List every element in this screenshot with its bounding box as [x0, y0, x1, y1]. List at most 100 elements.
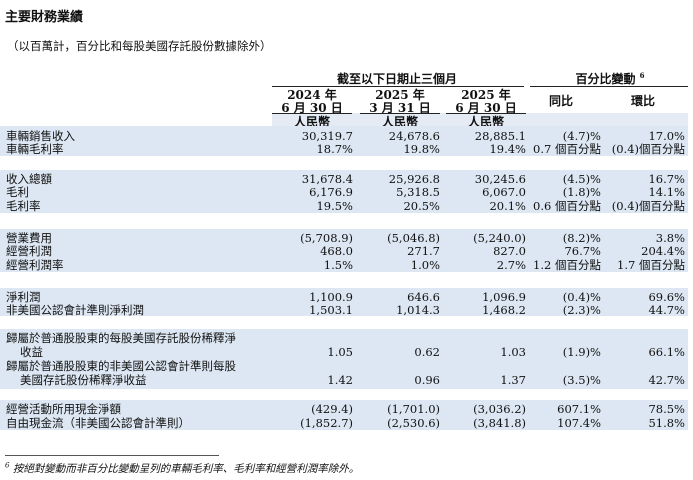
row-v2-value: 1.0%: [410, 258, 440, 272]
row-v1-value: (5,708.9): [300, 231, 353, 245]
row-v2-value: (1,701.0): [387, 402, 440, 416]
row-yoy-value: (0.4)%: [562, 290, 601, 304]
row-qoq-value: 51.8%: [648, 416, 685, 430]
page-title: 主要財務業績: [5, 10, 84, 25]
row-yoy-value: 0.7 個百分點: [533, 142, 601, 156]
row-v3-value: 1,096.9: [482, 290, 526, 304]
row-qoq-value: 1.7 個百分點: [617, 258, 685, 272]
row-yoy-value: (3.5)%: [562, 373, 601, 387]
header-change-group: 百分比變動 6: [540, 70, 680, 87]
row-v3-value: 1,468.2: [482, 303, 526, 317]
row-v2-value: 0.62: [414, 345, 440, 359]
row-yoy-value: (1.8)%: [562, 185, 601, 199]
row-qoq-value: 42.7%: [648, 373, 685, 387]
row-yoy-value: (1.9)%: [562, 345, 601, 359]
row-v3-value: 1.03: [500, 345, 526, 359]
header-period-group: 截至以下日期止三個月: [336, 72, 457, 86]
row-v3-value: 1.37: [500, 373, 526, 387]
footnote-text: 按絕對變動而非百分比變動呈列的車輛毛利率、毛利率和經營利潤率除外。: [12, 463, 360, 475]
header-qoq: 環比: [630, 94, 655, 108]
row-v1-value: (1,852.7): [300, 416, 353, 430]
row-qoq-value: 69.6%: [648, 290, 685, 304]
row-label: 車輛銷售收入: [6, 129, 75, 143]
row-v2-value: (5,046.8): [387, 231, 440, 245]
row-label: 營業費用: [6, 231, 52, 245]
row-v3-value: 19.4%: [489, 142, 526, 156]
header-col2-date: 3 月 31 日: [369, 101, 431, 115]
stripe-2: [0, 170, 688, 213]
row-v1-value: 30,319.7: [301, 129, 353, 143]
stripe-6: [0, 400, 688, 430]
row-label: 毛利率: [6, 199, 41, 213]
row-label: 經營利潤: [6, 244, 52, 258]
row-yoy-value: 76.7%: [564, 244, 601, 258]
row-label: 自由現金流（非美國公認會計準則）: [6, 416, 190, 430]
row-qoq-value: (0.4)個百分點: [611, 142, 685, 156]
header-col3-year: 2025 年: [461, 88, 511, 102]
footnote-marker: 6: [5, 461, 10, 470]
row-v2-value: 1,014.3: [396, 303, 440, 317]
header-col2-year: 2025 年: [375, 88, 425, 102]
row-v1-value: 468.0: [320, 244, 353, 258]
page-subtitle: （以百萬計，百分比和每股美國存託股份數據除外）: [7, 39, 272, 53]
stripe-5: [0, 329, 688, 389]
row-v2-value: 646.6: [407, 290, 440, 304]
row-label: 經營利潤率: [6, 258, 64, 272]
row-qoq-value: 14.1%: [648, 185, 685, 199]
row-yoy-value: 0.6 個百分點: [533, 199, 601, 213]
row-qoq-value: (0.4)個百分點: [611, 199, 685, 213]
row-label: 歸屬於普通股股東的非美國公認會計準則每股: [6, 359, 236, 373]
row-label: 非美國公認會計準則淨利潤: [6, 303, 144, 317]
row-v2-value: 25,926.8: [388, 172, 440, 186]
row-yoy-value: 1.2 個百分點: [533, 258, 601, 272]
row-label: 歸屬於普通股股東的每股美國存託股份稀釋淨: [6, 331, 236, 345]
row-qoq-value: 78.5%: [648, 402, 685, 416]
row-yoy-value: 107.4%: [557, 416, 601, 430]
header-yoy: 同比: [548, 94, 573, 108]
row-qoq-value: 44.7%: [648, 303, 685, 317]
header-col1-year: 2024 年: [287, 88, 337, 102]
row-v3-value: (3,036.2): [473, 402, 526, 416]
row-yoy-value: (4.5)%: [562, 172, 601, 186]
row-v2-value: 271.7: [407, 244, 440, 258]
header-rule-left: [272, 86, 524, 87]
row-yoy-value: (4.7)%: [562, 129, 601, 143]
row-v3-value: 30,245.6: [474, 172, 526, 186]
row-v3-value: (5,240.0): [473, 231, 526, 245]
stripe-3: [0, 229, 688, 272]
stripe-4: [0, 288, 688, 316]
row-v1-value: 18.7%: [316, 142, 353, 156]
row-label: 毛利: [6, 185, 29, 199]
row-label-cont: 收益: [20, 345, 43, 359]
header-rule-right: [530, 86, 688, 87]
row-v2-value: (2,530.6): [387, 416, 440, 430]
row-v2-value: 19.8%: [403, 142, 440, 156]
row-yoy-value: (8.2)%: [562, 231, 601, 245]
header-col3-currency: 人民幣: [467, 115, 504, 129]
row-v2-value: 5,318.5: [396, 185, 440, 199]
row-qoq-value: 17.0%: [648, 129, 685, 143]
row-label: 經營活動所用現金淨額: [6, 402, 121, 416]
row-v3-value: 827.0: [493, 244, 526, 258]
header-col1-date: 6 月 30 日: [281, 101, 343, 115]
row-v3-value: 2.7%: [496, 258, 526, 272]
row-v2-value: 24,678.6: [388, 129, 440, 143]
row-v1-value: 1,503.1: [309, 303, 353, 317]
row-v1-value: 1,100.9: [309, 290, 353, 304]
row-label: 淨利潤: [6, 290, 41, 304]
row-v3-value: 28,885.1: [474, 129, 526, 143]
currency-rule-2: [360, 113, 440, 114]
row-v3-value: 20.1%: [489, 199, 526, 213]
header-col2-currency: 人民幣: [381, 115, 418, 129]
row-v1-value: 19.5%: [316, 199, 353, 213]
row-v1-value: 1.42: [327, 373, 353, 387]
footnote: 6 按絕對變動而非百分比變動呈列的車輛毛利率、毛利率和經營利潤率除外。: [5, 461, 359, 476]
row-yoy-value: 607.1%: [557, 402, 601, 416]
currency-rule-1: [272, 113, 352, 114]
header-change-label: 百分比變動: [575, 72, 636, 86]
header-change-note: 6: [639, 71, 645, 80]
row-qoq-value: 204.4%: [641, 244, 685, 258]
row-v3-value: (3,841.8): [473, 416, 526, 430]
footnote-rule: [5, 455, 219, 456]
row-qoq-value: 3.8%: [655, 231, 685, 245]
